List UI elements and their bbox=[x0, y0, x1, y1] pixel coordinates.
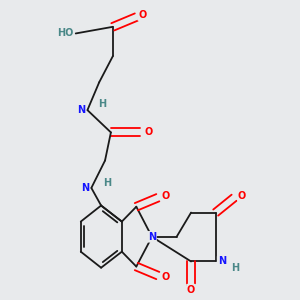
Text: HO: HO bbox=[57, 28, 74, 38]
Text: H: H bbox=[231, 263, 239, 274]
Text: N: N bbox=[77, 105, 86, 115]
Text: O: O bbox=[187, 285, 195, 295]
Text: O: O bbox=[162, 272, 170, 283]
Text: H: H bbox=[103, 178, 111, 188]
Text: H: H bbox=[98, 99, 106, 109]
Text: N: N bbox=[81, 183, 89, 193]
Text: O: O bbox=[238, 191, 246, 201]
Text: O: O bbox=[144, 128, 152, 137]
Text: N: N bbox=[148, 232, 156, 242]
Text: N: N bbox=[218, 256, 226, 266]
Text: O: O bbox=[138, 10, 146, 20]
Text: O: O bbox=[162, 191, 170, 201]
